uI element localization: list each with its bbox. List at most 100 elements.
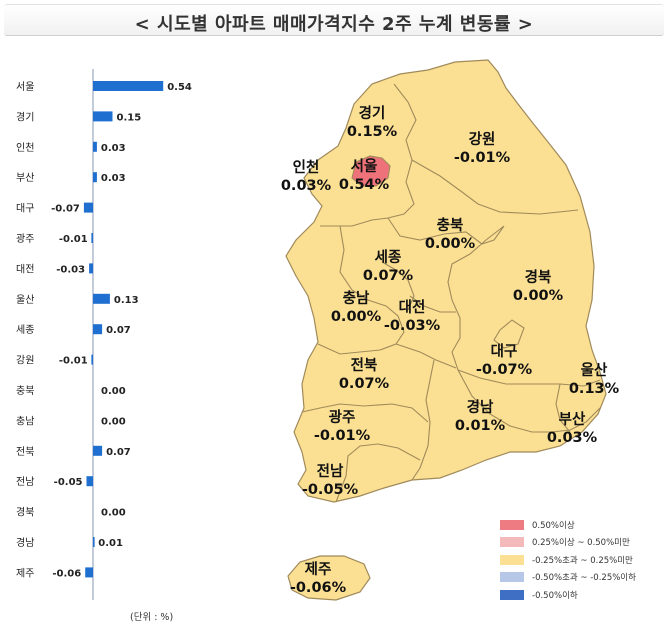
map-region-name-7: 충남 (343, 290, 370, 307)
value-label-2: 0.03 (101, 143, 126, 154)
category-label-2: 인천 (16, 142, 34, 154)
map-region-value-0: 0.15% (347, 124, 398, 140)
title-box: < 시도별 아파트 매매가격지수 2주 누계 변동률 > (4, 4, 664, 36)
map-region-name-8: 대전 (399, 299, 426, 316)
legend-label: 0.50%이상 (532, 520, 575, 531)
jeju-shape (287, 555, 371, 601)
map-region-value-16: -0.06% (290, 580, 347, 596)
map-region-value-2: 0.03% (281, 178, 332, 194)
legend-swatch (500, 572, 524, 583)
map-region-name-15: 전남 (317, 463, 344, 480)
map-region-value-9: -0.07% (476, 362, 533, 378)
map-region-name-5: 세종 (375, 249, 402, 266)
legend-item-1: 0.25%이상 ~ 0.50%미만 (500, 534, 636, 552)
category-label-6: 대전 (16, 263, 34, 275)
map-region-value-4: 0.00% (425, 236, 476, 252)
map-region-value-8: -0.03% (384, 318, 441, 334)
legend-item-4: -0.50%이하 (500, 586, 636, 604)
category-label-0: 서울 (16, 81, 34, 93)
value-label-10: 0.00 (101, 386, 126, 397)
legend-label: -0.50%이하 (532, 590, 578, 601)
legend-label: -0.50%초과 ~ -0.25%이하 (532, 573, 636, 584)
map-region-name-4: 충북 (437, 217, 464, 234)
category-label-5: 광주 (16, 233, 34, 245)
bar-15 (93, 537, 95, 547)
map-region-value-14: -0.01% (314, 428, 371, 444)
legend-swatch (500, 589, 524, 600)
map-region-name-9: 대구 (491, 343, 518, 360)
map-region-value-1: -0.01% (454, 150, 511, 166)
legend-swatch (500, 554, 524, 565)
seoul-shape (351, 155, 391, 187)
category-label-1: 경기 (16, 110, 34, 123)
category-label-9: 강원 (16, 355, 34, 367)
legend-item-3: -0.50%초과 ~ -0.25%이하 (500, 569, 636, 587)
value-label-12: 0.07 (106, 447, 131, 458)
bar-5 (91, 233, 93, 243)
map-region-value-15: -0.05% (302, 482, 359, 498)
map-region-name-6: 경북 (525, 268, 552, 286)
bar-4 (83, 202, 93, 213)
map-region-value-5: 0.07% (363, 268, 414, 284)
map-region-value-11: 0.13% (569, 381, 620, 397)
bar-9 (91, 354, 93, 365)
value-label-0: 0.54 (167, 82, 192, 93)
category-label-8: 세종 (16, 324, 34, 336)
category-label-10: 충북 (16, 385, 34, 397)
legend-label: -0.25%초과 ~ 0.25%미만 (532, 555, 633, 566)
province-borders (301, 83, 601, 503)
bar-3 (93, 172, 97, 183)
category-label-12: 전북 (16, 446, 34, 458)
value-label-9: -0.01 (59, 356, 88, 367)
bar-7 (93, 293, 110, 304)
bar-6 (89, 263, 93, 274)
category-label-4: 대구 (16, 203, 34, 215)
legend-item-0: 0.50%이상 (500, 516, 636, 534)
bar-16 (85, 567, 93, 578)
value-label-4: -0.07 (51, 204, 80, 215)
chart-title: < 시도별 아파트 매매가격지수 2주 누계 변동률 > (134, 14, 534, 35)
value-label-1: 0.15 (117, 112, 142, 123)
category-label-11: 충남 (16, 415, 34, 427)
bar-12 (93, 445, 103, 456)
value-label-14: 0.00 (101, 508, 126, 519)
bar-13 (86, 476, 93, 487)
legend-swatch (500, 537, 524, 548)
category-label-14: 경북 (16, 506, 34, 519)
map-region-name-3: 서울 (351, 158, 378, 175)
value-label-13: -0.05 (54, 477, 83, 488)
map-region-value-12: 0.01% (455, 418, 506, 434)
bar-0 (93, 81, 164, 91)
map-region-name-11: 울산 (581, 362, 608, 379)
value-label-7: 0.13 (114, 295, 139, 306)
map-labels: 경기 0.15% 강원 -0.01% 인천 0.03% 서울 0.54% 충북 0.00% 세종 0.… (281, 104, 620, 596)
value-label-11: 0.00 (101, 416, 126, 427)
map-region-name-1: 강원 (469, 130, 496, 148)
value-label-6: -0.03 (56, 264, 85, 275)
value-label-15: 0.01 (98, 538, 123, 549)
bar-2 (93, 141, 97, 152)
map-region-name-10: 전북 (351, 357, 378, 374)
bar-1 (93, 111, 113, 122)
category-label-13: 전남 (16, 476, 34, 488)
category-label-15: 경남 (16, 536, 34, 549)
map-region-value-6: 0.00% (513, 288, 564, 304)
map-shapes (285, 59, 607, 601)
bar-8 (93, 324, 103, 335)
map-region-name-0: 경기 (359, 104, 386, 122)
map-region-name-16: 제주 (305, 561, 332, 578)
category-label-3: 부산 (16, 172, 34, 184)
value-label-16: -0.06 (52, 568, 81, 579)
map-region-name-12: 경남 (467, 398, 494, 416)
legend-item-2: -0.25%초과 ~ 0.25%미만 (500, 551, 636, 569)
value-label-3: 0.03 (101, 173, 126, 184)
legend: 0.50%이상 0.25%이상 ~ 0.50%미만 -0.25%초과 ~ 0.25%… (500, 516, 636, 604)
map-region-name-13: 부산 (559, 411, 586, 428)
legend-swatch (500, 519, 524, 530)
legend-label: 0.25%이상 ~ 0.50%미만 (532, 538, 630, 549)
unit-note: (단위 : %) (130, 612, 174, 623)
value-label-5: -0.01 (59, 234, 88, 245)
map-region-value-13: 0.03% (547, 430, 598, 446)
map-region-value-7: 0.00% (331, 309, 382, 325)
